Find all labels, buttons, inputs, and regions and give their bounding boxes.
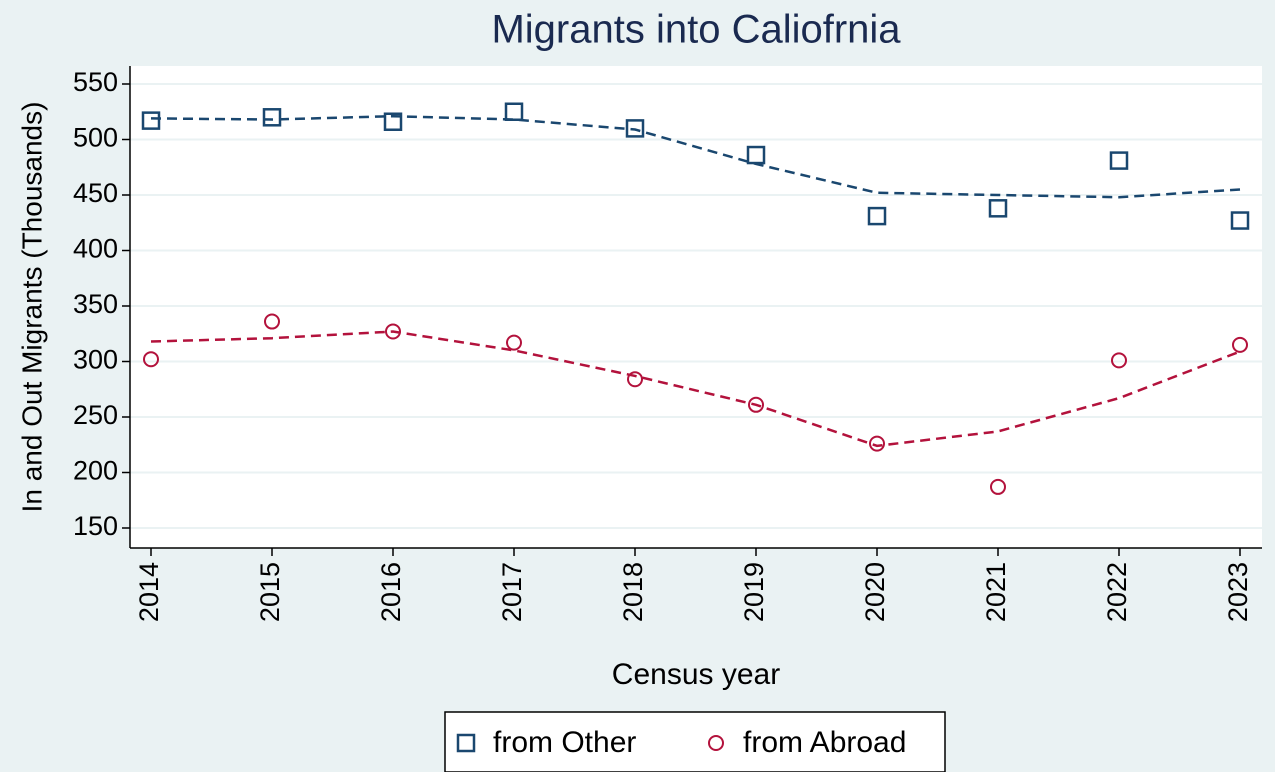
x-axis-title: Census year	[612, 658, 780, 691]
data-point	[383, 112, 403, 131]
data-point	[627, 371, 643, 388]
data-point	[504, 102, 524, 121]
data-point	[990, 478, 1006, 495]
x-tick-label: 2014	[134, 562, 164, 622]
x-tick-label: 2018	[618, 562, 648, 622]
data-point	[1232, 336, 1248, 353]
x-tick-label: 2016	[376, 562, 406, 622]
y-tick-label: 450	[73, 178, 118, 208]
y-tick-label: 250	[73, 400, 118, 430]
x-tick-label: 2020	[860, 562, 890, 622]
legend-label: from Other	[493, 726, 636, 759]
data-point	[262, 108, 282, 127]
x-tick-label: 2019	[739, 562, 769, 622]
chart-title: Migrants into Caliofrnia	[491, 8, 901, 52]
fit-line	[150, 114, 1241, 199]
y-tick-label: 550	[73, 67, 118, 97]
legend-label: from Abroad	[743, 726, 906, 759]
data-point	[143, 351, 159, 368]
y-axis-title: In and Out Migrants (Thousands)	[16, 102, 47, 513]
legend-symbol	[708, 735, 724, 751]
data-point	[748, 396, 764, 413]
data-point	[869, 435, 885, 452]
data-point	[988, 199, 1008, 218]
data-point	[264, 313, 280, 330]
data-point	[385, 323, 401, 340]
data-point	[141, 111, 161, 130]
fit-line	[150, 330, 1241, 448]
data-point	[625, 119, 645, 138]
x-tick-label: 2023	[1223, 562, 1253, 622]
data-point	[746, 145, 766, 165]
x-tick-label: 2015	[255, 562, 285, 622]
y-tick-label: 200	[73, 456, 118, 486]
y-tick-label: 150	[73, 511, 118, 541]
legend-symbol	[456, 733, 476, 753]
y-tick-label: 400	[73, 234, 118, 264]
x-tick-label: 2021	[981, 562, 1011, 622]
y-tick-label: 500	[73, 123, 118, 153]
legend-box	[444, 711, 946, 772]
data-point	[1109, 151, 1129, 170]
data-point	[1230, 211, 1250, 230]
data-point	[1111, 352, 1127, 369]
y-tick-label: 350	[73, 289, 118, 319]
x-tick-label: 2022	[1102, 562, 1132, 622]
x-tick-label: 2017	[497, 562, 527, 622]
data-point	[867, 206, 887, 226]
y-tick-label: 300	[73, 345, 118, 375]
data-point	[506, 334, 522, 351]
